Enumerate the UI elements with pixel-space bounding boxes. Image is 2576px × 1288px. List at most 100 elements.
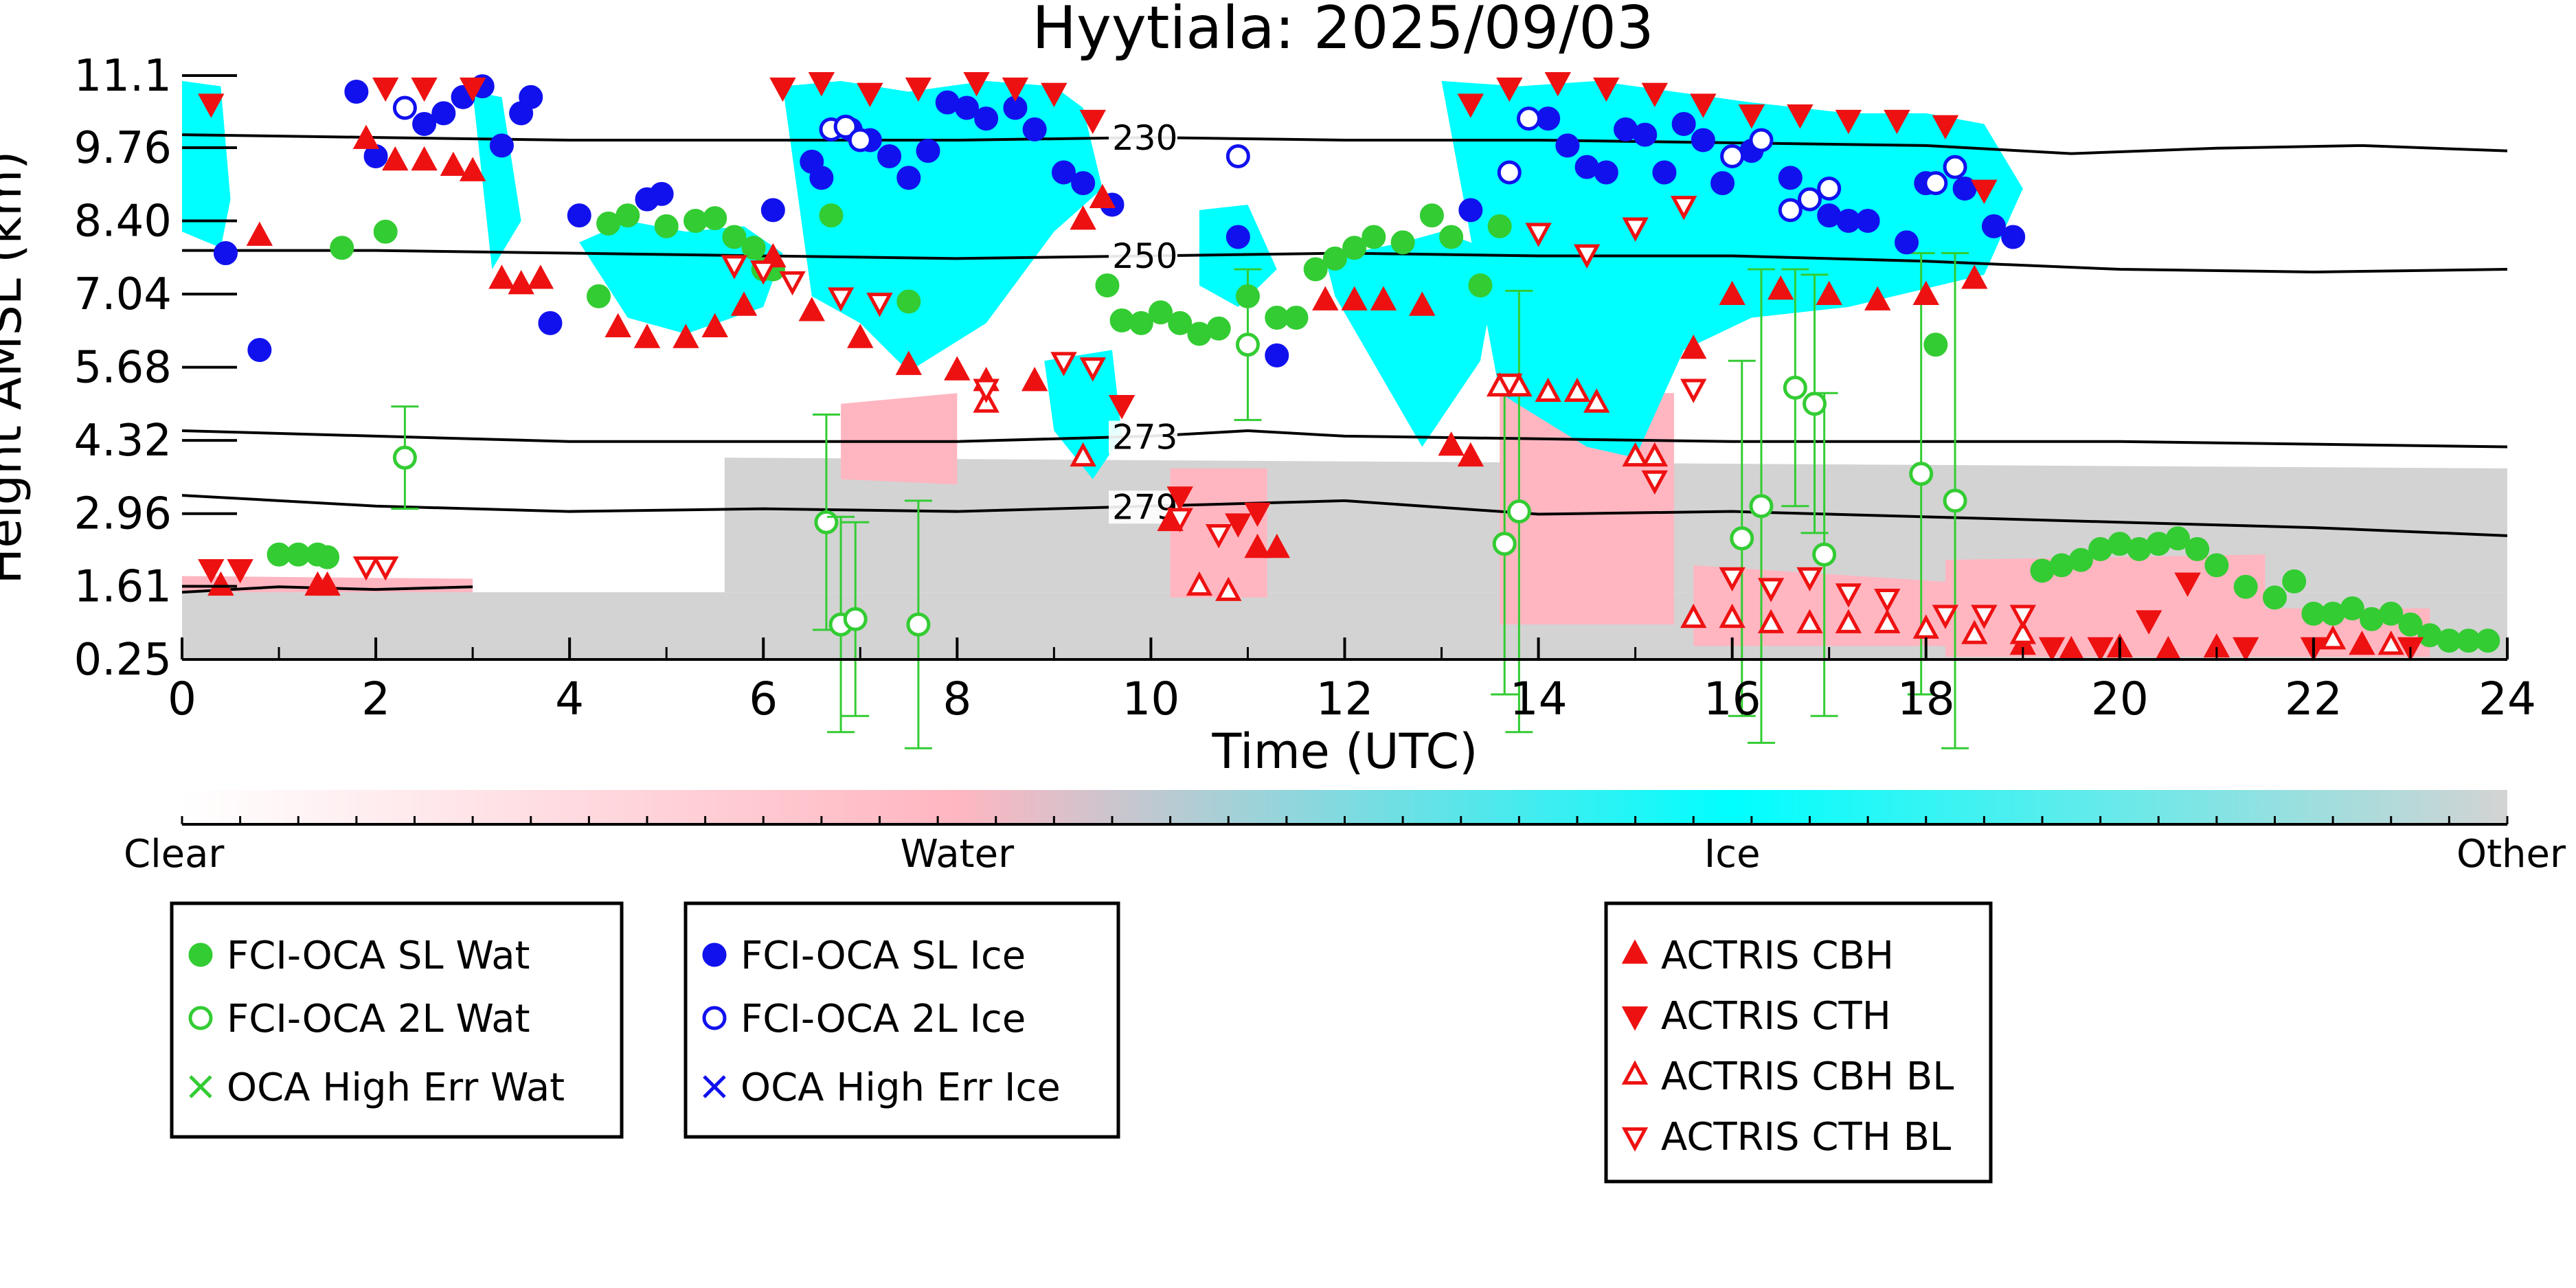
fci-oca-sl-wat-point — [2185, 536, 2210, 561]
actris-cbh-point — [488, 264, 515, 289]
actris-cth-bl-point — [866, 293, 893, 317]
fci-oca-sl-wat-point — [2204, 553, 2229, 578]
isotherm-label-bg — [1109, 121, 1177, 155]
actris-cbh-point — [605, 313, 631, 338]
actris-cth-bl-point — [1874, 589, 1901, 613]
fci-oca-sl-wat-point — [896, 289, 921, 314]
legend-entry: ACTRIS CTH — [1621, 994, 1891, 1039]
legend-entry: ACTRIS CBH — [1621, 934, 1894, 978]
actris-cbh-bl-point — [1680, 603, 1707, 629]
fci-oca-sl-ice-point — [1671, 112, 1696, 137]
fci-oca-2l-ice-point — [1720, 144, 1745, 169]
actris-cth-bl-point — [779, 271, 806, 296]
fci-oca-sl-wat-point — [2068, 547, 2093, 572]
actris-cth-bl-point — [1680, 379, 1707, 403]
x-tick-label: 4 — [555, 673, 584, 725]
legend-marker — [702, 942, 727, 967]
actris-cbh-bl-point — [1835, 609, 1862, 633]
y-tick-label: 5.68 — [74, 343, 172, 394]
actris-cbh-bl-point — [1719, 603, 1745, 629]
water-cloud-region — [841, 393, 958, 485]
isotherm-label: 230 — [1112, 118, 1177, 158]
actris-cbh-bl-point — [1757, 609, 1785, 633]
actris-cth-point — [1041, 82, 1067, 107]
actris-cbh-point — [1089, 183, 1116, 209]
fci-oca-2l-wat-point — [1909, 462, 1934, 486]
actris-cbh-bl-point — [1535, 377, 1561, 403]
fci-oca-sl-ice-point — [1895, 230, 1919, 255]
actris-cth-bl-point — [973, 379, 999, 403]
legend-entry: OCA High Err Wat — [189, 1065, 565, 1110]
fci-oca-sl-ice-point — [877, 144, 902, 169]
ice-cloud-region — [782, 80, 1103, 372]
fci-oca-2l-wat-point — [392, 445, 417, 470]
actris-cth-point — [2135, 610, 2162, 635]
x-tick-label: 2 — [361, 673, 390, 725]
actris-cbh-bl-point — [1186, 571, 1213, 596]
legend-label: FCI-OCA 2L Ice — [741, 997, 1026, 1041]
fci-oca-sl-wat-point — [2320, 601, 2345, 626]
actris-cbh-point — [508, 270, 534, 295]
actris-cth-point — [198, 93, 225, 118]
fci-oca-sl-wat-point — [2398, 612, 2423, 637]
fci-oca-sl-ice-point — [2001, 225, 2026, 249]
legend-marker — [1621, 1060, 1649, 1085]
fci-oca-sl-wat-point — [286, 542, 310, 567]
fci-oca-sl-ice-point — [1691, 128, 1715, 152]
isotherm-label-bg — [1109, 420, 1177, 454]
fci-oca-sl-ice-point — [1614, 117, 1638, 142]
actris-cth-point — [905, 77, 932, 102]
fci-oca-sl-ice-point — [1536, 106, 1561, 131]
x-tick-label: 20 — [2091, 673, 2149, 725]
actris-cth-point — [459, 77, 486, 102]
actris-cbh-point — [1070, 205, 1096, 230]
fci-oca-sl-ice-point — [1633, 122, 1658, 147]
actris-cth-bl-point — [372, 556, 399, 581]
actris-cbh-bl-point — [1912, 614, 1939, 639]
actris-cbh-point — [1244, 533, 1271, 558]
fci-oca-sl-ice-point — [935, 90, 960, 115]
actris-cth-point — [372, 77, 399, 102]
actris-cbh-point — [1438, 431, 1465, 456]
x-tick-label: 14 — [1510, 673, 1568, 725]
colorbar-label: Water — [901, 832, 1015, 877]
actris-cth-point — [1971, 179, 1998, 205]
y-tick-label: 7.04 — [74, 269, 172, 320]
fci-oca-sl-ice-point — [1778, 166, 1803, 190]
legend-entry: ACTRIS CTH BL — [1621, 1115, 1951, 1160]
actris-cbh-bl-point — [1874, 609, 1901, 633]
actris-cbh-point — [701, 313, 728, 338]
fci-oca-sl-wat-point — [2146, 532, 2171, 556]
fci-oca-2l-wat-point — [1943, 488, 1967, 513]
x-axis-label: Time (UTC) — [1212, 723, 1478, 780]
x-tick-label: 0 — [168, 673, 196, 725]
fci-oca-2l-wat-point — [1803, 392, 1827, 416]
actris-cth-point — [1244, 502, 1271, 528]
legend-label: FCI-OCA SL Wat — [227, 934, 530, 978]
legend-label: ACTRIS CBH — [1661, 934, 1894, 978]
actris-cbh-point — [1409, 291, 1436, 316]
actris-cth-point — [1457, 93, 1484, 118]
legend-entry: FCI-OCA 2L Wat — [188, 997, 530, 1041]
actris-cbh-point — [633, 324, 661, 348]
actris-cbh-point — [246, 221, 273, 246]
actris-cbh-bl-point — [1641, 442, 1669, 467]
fci-oca-sl-wat-point — [2030, 558, 2055, 583]
y-tick-label: 8.40 — [74, 196, 172, 247]
fci-oca-sl-wat-point — [615, 203, 640, 228]
fci-oca-sl-ice-point — [1051, 160, 1076, 185]
actris-cbh-point — [1021, 367, 1048, 392]
fci-oca-sl-ice-point — [1652, 160, 1677, 185]
actris-cth-point — [1835, 109, 1862, 135]
actris-cth-point — [963, 71, 990, 97]
x-tick-label: 18 — [1897, 673, 1955, 725]
actris-cbh-bl-point — [2009, 620, 2036, 644]
fci-oca-sl-ice-point — [1574, 155, 1599, 179]
legend-box: ACTRIS CBH ACTRIS CTH ACTRIS CBH BL ACTRIS … — [1604, 901, 1993, 1184]
actris-cbh-point — [1680, 335, 1707, 359]
ice-cloud-region — [1325, 231, 1500, 447]
fci-oca-sl-wat-point — [267, 542, 291, 567]
actris-cbh-bl-point — [2319, 625, 2347, 650]
actris-cth-bl-point — [1079, 357, 1106, 382]
